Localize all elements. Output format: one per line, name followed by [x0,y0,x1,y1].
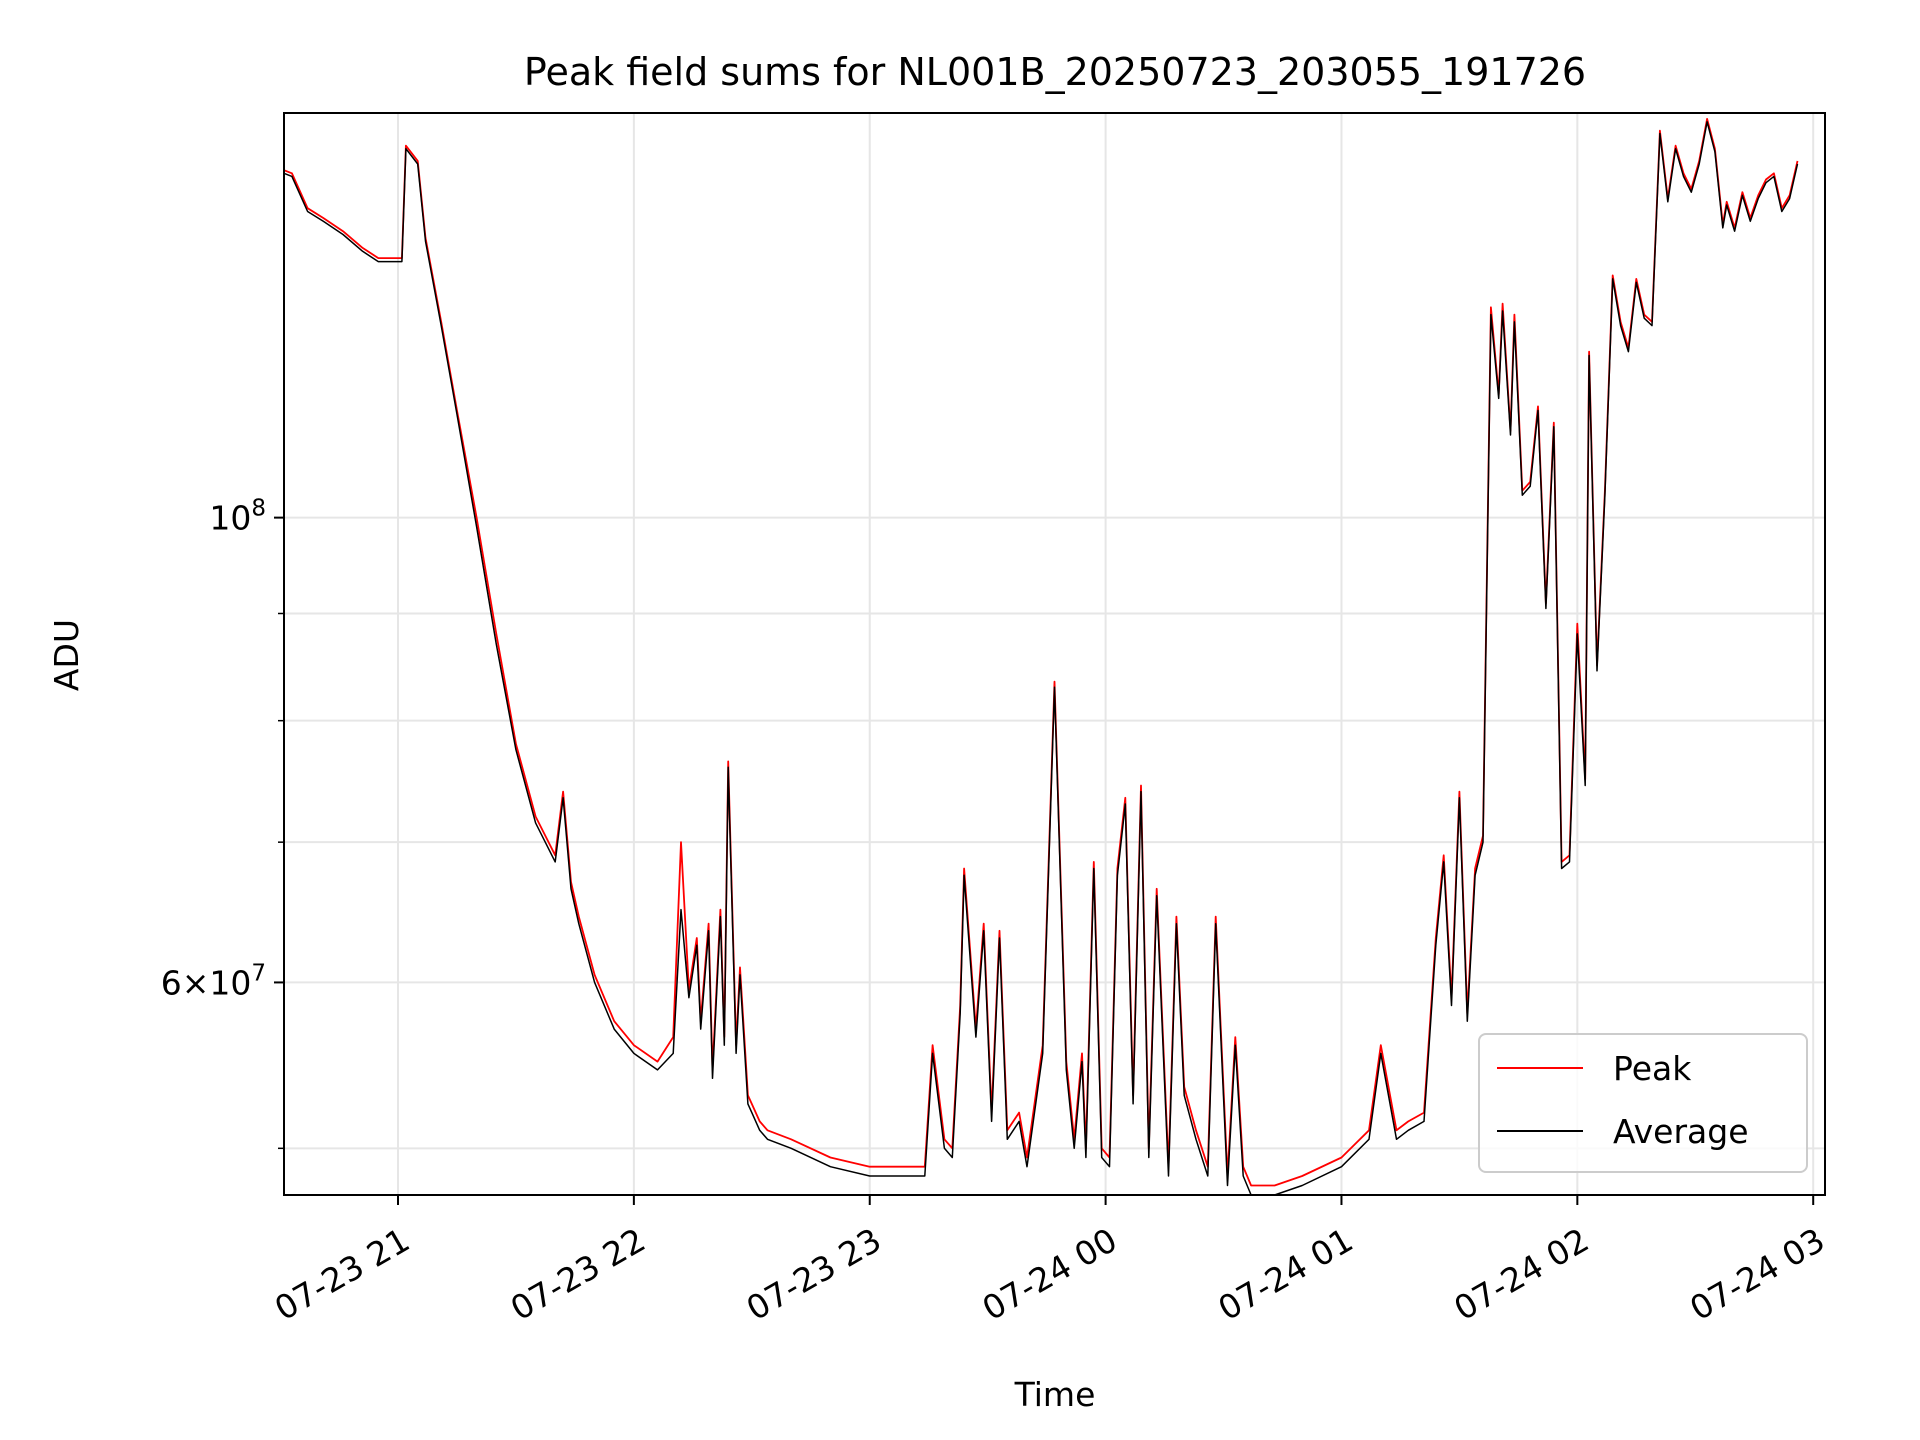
y-tick-base: 10 [209,499,251,538]
y-tick-exponent: 8 [251,496,266,522]
plot-frame [283,112,1826,1196]
y-tick-multiplier: 6 [161,963,182,1002]
x-tick-label: 07-24 02 [1447,1220,1595,1328]
y-tick-exponent: 7 [251,960,266,986]
grid-lines [284,113,1825,1195]
legend-label-peak: Peak [1613,1049,1692,1088]
x-tick-label: 07-24 00 [976,1220,1124,1328]
x-axis-ticks: 07-23 21 07-23 22 07-23 23 07-24 00 07-24 01… [268,1195,1831,1328]
y-tick-label: 108 [209,496,266,538]
y-tick-base: 10 [209,963,251,1002]
chart-title: Peak field sums for NL001B_20250723_2030… [524,50,1586,94]
series-lines [283,118,1799,1196]
legend-label-average: Average [1613,1112,1749,1151]
y-axis-label: ADU [47,619,86,691]
y-tick-label: 6×107 [161,960,266,1002]
x-tick-label: 07-24 01 [1211,1220,1359,1328]
legend: Peak Average [1478,1033,1808,1173]
series-line-peak [283,118,1799,1187]
x-axis-label: Time [1014,1375,1096,1414]
x-tick-label: 07-23 22 [504,1220,652,1328]
x-tick-label: 07-23 23 [740,1220,888,1328]
series-line-average [283,121,1799,1196]
x-tick-label: 07-24 03 [1683,1220,1831,1328]
x-tick-label: 07-23 21 [268,1220,416,1328]
